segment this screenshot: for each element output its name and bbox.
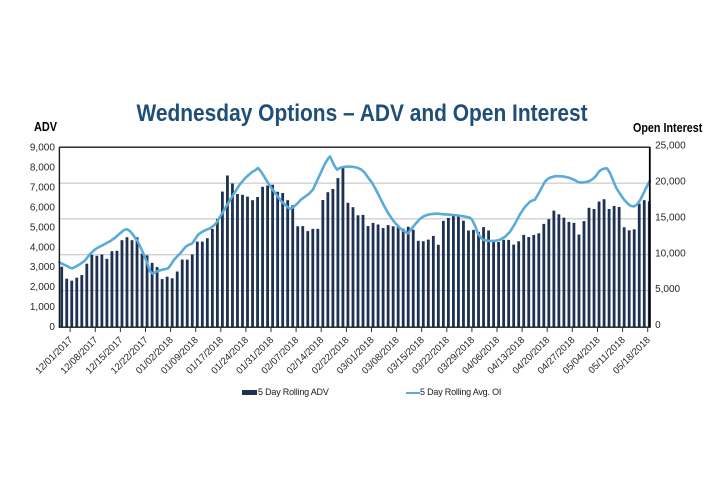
svg-text:15,000: 15,000 — [655, 212, 686, 223]
svg-text:20,000: 20,000 — [655, 177, 686, 188]
svg-text:5,000: 5,000 — [655, 284, 680, 295]
svg-text:3,000: 3,000 — [30, 262, 55, 273]
svg-text:6,000: 6,000 — [30, 203, 55, 214]
svg-text:0: 0 — [655, 320, 661, 331]
svg-text:7,000: 7,000 — [30, 183, 55, 194]
svg-text:10,000: 10,000 — [655, 248, 686, 259]
svg-text:0: 0 — [49, 322, 55, 333]
svg-text:9,000: 9,000 — [30, 143, 55, 154]
svg-text:8,000: 8,000 — [30, 163, 55, 174]
svg-text:25,000: 25,000 — [655, 141, 686, 152]
svg-text:5,000: 5,000 — [30, 222, 55, 233]
svg-text:1,000: 1,000 — [30, 302, 55, 313]
svg-text:2,000: 2,000 — [30, 282, 55, 293]
svg-text:4,000: 4,000 — [30, 242, 55, 253]
